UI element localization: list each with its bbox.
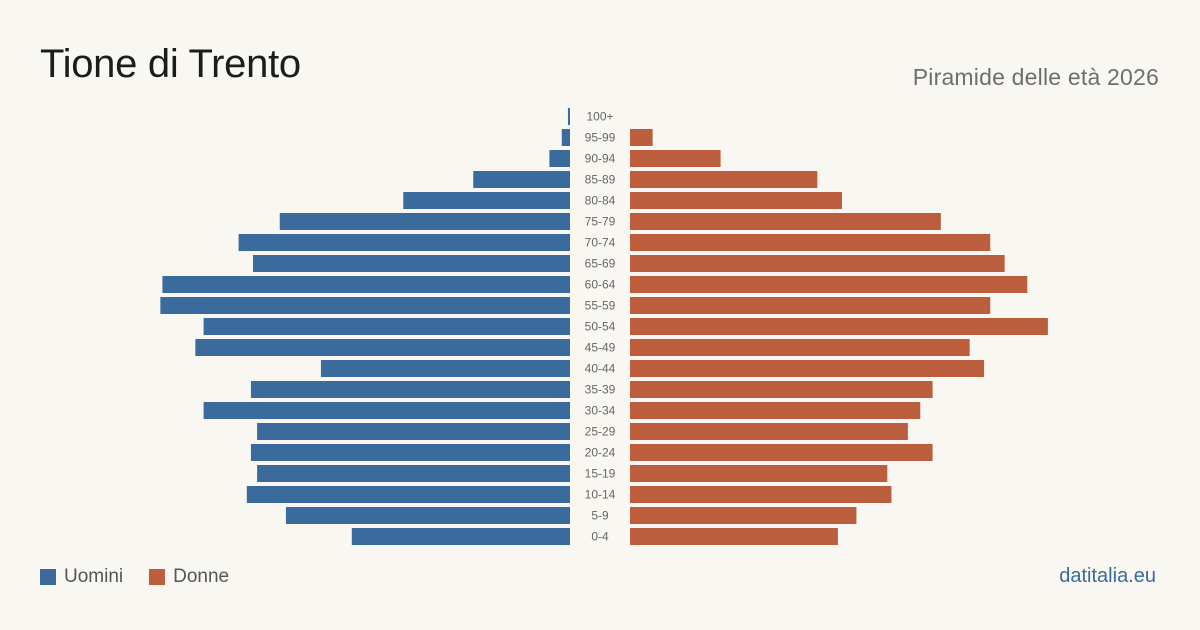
source-link[interactable]: datitalia.eu — [1059, 565, 1156, 587]
legend-label-men: Uomini — [64, 566, 124, 587]
bar-women-75-79 — [630, 213, 941, 230]
age-group-label-20-24: 20-24 — [585, 446, 616, 460]
bar-men-0-4 — [351, 528, 570, 545]
bar-women-55-59 — [630, 297, 991, 314]
bar-women-5-9 — [630, 507, 857, 524]
age-group-label-45-49: 45-49 — [585, 341, 616, 355]
bar-men-90-94 — [549, 150, 570, 167]
bar-women-80-84 — [630, 192, 843, 209]
bar-men-30-34 — [203, 402, 570, 419]
bar-women-10-14 — [630, 486, 892, 503]
age-group-label-40-44: 40-44 — [585, 362, 616, 376]
age-group-label-15-19: 15-19 — [585, 467, 616, 481]
age-group-label-10-14: 10-14 — [585, 488, 616, 502]
legend-item-women: Donne — [149, 566, 229, 588]
bar-women-20-24 — [630, 444, 933, 461]
age-group-label-35-39: 35-39 — [585, 383, 616, 397]
age-group-label-85-89: 85-89 — [585, 173, 616, 187]
age-group-label-60-64: 60-64 — [585, 278, 616, 292]
bar-women-45-49 — [630, 339, 970, 356]
bar-women-85-89 — [630, 171, 818, 188]
bar-men-40-44 — [320, 360, 570, 377]
age-group-label-30-34: 30-34 — [585, 404, 616, 418]
bar-women-65-69 — [630, 255, 1005, 272]
bar-men-45-49 — [195, 339, 570, 356]
bar-men-10-14 — [246, 486, 570, 503]
legend-label-women: Donne — [173, 566, 230, 587]
age-group-label-55-59: 55-59 — [585, 299, 616, 313]
bar-men-20-24 — [250, 444, 571, 461]
legend-item-men: Uomini — [40, 566, 123, 588]
bar-women-35-39 — [630, 381, 933, 398]
age-group-label-25-29: 25-29 — [585, 425, 616, 439]
chart-subtitle: Piramide delle età 2026 — [912, 64, 1159, 90]
age-group-label-5-9: 5-9 — [591, 509, 609, 523]
bar-men-85-89 — [473, 171, 570, 188]
bar-women-30-34 — [630, 402, 921, 419]
age-group-label-80-84: 80-84 — [585, 194, 616, 208]
bar-men-5-9 — [285, 507, 570, 524]
bar-men-80-84 — [403, 192, 570, 209]
age-group-label-90-94: 90-94 — [585, 152, 616, 166]
bar-men-55-59 — [160, 297, 570, 314]
bar-men-70-74 — [238, 234, 570, 251]
bar-men-65-69 — [252, 255, 571, 272]
bar-men-100plus — [567, 108, 570, 125]
bar-men-60-64 — [162, 276, 570, 293]
age-group-label-65-69: 65-69 — [585, 257, 616, 271]
chart-legend: Uomini Donne — [40, 566, 255, 588]
legend-swatch-women — [149, 569, 166, 585]
bar-men-15-19 — [257, 465, 570, 482]
age-group-label-75-79: 75-79 — [585, 215, 616, 229]
age-group-label-70-74: 70-74 — [585, 236, 616, 250]
age-group-label-50-54: 50-54 — [585, 320, 616, 334]
bar-women-90-94 — [630, 150, 721, 167]
bar-women-95-99 — [630, 129, 653, 146]
age-group-label-100plus: 100+ — [586, 110, 613, 124]
bar-men-75-79 — [279, 213, 570, 230]
bar-women-0-4 — [630, 528, 838, 545]
bar-women-15-19 — [630, 465, 888, 482]
bar-women-60-64 — [630, 276, 1028, 293]
age-group-label-0-4: 0-4 — [591, 530, 609, 544]
bar-men-95-99 — [561, 129, 570, 146]
bar-men-50-54 — [203, 318, 570, 335]
bar-women-50-54 — [630, 318, 1048, 335]
bar-women-70-74 — [630, 234, 991, 251]
bar-women-25-29 — [630, 423, 908, 440]
chart-title: Tione di Trento — [40, 42, 301, 86]
bar-men-35-39 — [250, 381, 571, 398]
bar-women-40-44 — [630, 360, 985, 377]
legend-swatch-men — [40, 569, 56, 585]
bar-men-25-29 — [257, 423, 570, 440]
age-group-label-95-99: 95-99 — [585, 131, 616, 145]
